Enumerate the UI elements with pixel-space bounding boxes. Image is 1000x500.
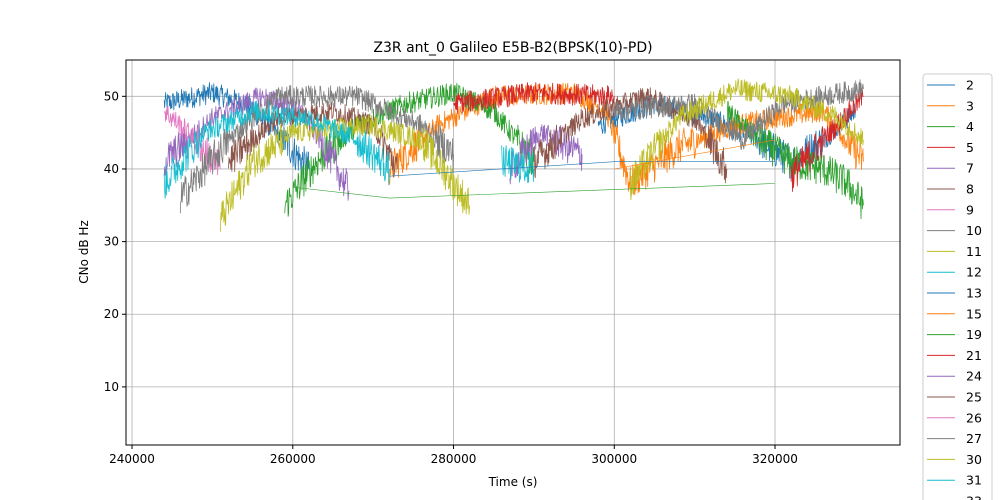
series-line-5 xyxy=(790,87,864,193)
legend-item: 2 xyxy=(927,78,974,93)
y-tick-label: 40 xyxy=(104,162,119,176)
legend-label: 33 xyxy=(966,494,982,500)
series-line-4 xyxy=(726,101,864,220)
legend-item: 3 xyxy=(927,98,974,113)
legend-item: 33 xyxy=(966,494,982,500)
legend-label: 5 xyxy=(966,140,974,155)
series-line-4 xyxy=(284,82,535,217)
legend-label: 24 xyxy=(966,369,982,384)
y-tick-label: 30 xyxy=(104,235,119,249)
legend-item: 21 xyxy=(927,348,982,363)
legend-item: 9 xyxy=(927,202,974,217)
series-line-10 xyxy=(613,79,864,151)
legend-item: 30 xyxy=(927,452,982,467)
legend-item: 7 xyxy=(927,161,974,176)
x-tick-label: 300000 xyxy=(591,452,637,466)
series-line-2 xyxy=(163,82,310,180)
legend-item: 24 xyxy=(927,369,982,384)
x-tick-label: 280000 xyxy=(431,452,477,466)
legend-label: 21 xyxy=(966,348,982,363)
y-tick-label: 20 xyxy=(104,307,119,321)
legend-item: 31 xyxy=(927,473,982,488)
legend-label: 2 xyxy=(966,78,974,93)
y-tick-label: 50 xyxy=(104,89,119,103)
series-line-7 xyxy=(509,124,583,185)
legend-item: 10 xyxy=(927,223,982,238)
legend: 2 3 4 5 7 8 9 10 11 12 13 15 19 21 24 25 26 27 30 31 33 xyxy=(922,73,993,500)
legend-item: 19 xyxy=(927,327,982,342)
series-line-13 xyxy=(389,161,775,177)
legend-label: 19 xyxy=(966,327,982,342)
legend-item: 13 xyxy=(927,286,982,301)
series-5 xyxy=(453,82,864,193)
legend-item: 15 xyxy=(927,306,982,321)
legend-label: 9 xyxy=(966,202,974,217)
axes-frame xyxy=(125,59,901,446)
legend-label: 31 xyxy=(966,473,982,488)
series-4 xyxy=(284,82,864,220)
legend-item: 4 xyxy=(927,119,974,134)
series-connector xyxy=(292,183,776,199)
x-axis-label: Time (s) xyxy=(488,475,538,489)
series-12 xyxy=(163,100,535,199)
series-13 xyxy=(389,161,775,177)
legend-label: 4 xyxy=(966,119,974,134)
legend-label: 15 xyxy=(966,306,982,321)
ticks: 240000 260000 280000 300000 320000 10 20 30 40 50 xyxy=(104,89,798,466)
legend-label: 12 xyxy=(966,265,982,280)
legend-label: 7 xyxy=(966,161,974,176)
series-3 xyxy=(388,82,864,196)
plot-area xyxy=(163,78,864,232)
legend-label: 13 xyxy=(966,286,982,301)
legend-item: 12 xyxy=(927,265,982,280)
legend-item: 27 xyxy=(927,431,982,446)
series-line-5 xyxy=(453,82,615,114)
series-line-8 xyxy=(533,87,728,184)
series-line-3 xyxy=(388,82,864,196)
series-connector xyxy=(614,139,776,170)
legend-label: 3 xyxy=(966,98,974,113)
series-line-12 xyxy=(501,145,535,184)
legend-item: 25 xyxy=(927,390,982,405)
legend-label: 26 xyxy=(966,410,982,425)
legend-label: 10 xyxy=(966,223,982,238)
chart-title: Z3R ant_0 Galileo E5B-B2(BPSK(10)-PD) xyxy=(373,40,652,56)
series-line-12 xyxy=(163,100,390,199)
legend-item: 26 xyxy=(927,410,982,425)
y-axis-label: CNo dB Hz xyxy=(77,220,91,284)
legend-label: 11 xyxy=(966,244,982,259)
legend-label: 8 xyxy=(966,182,974,197)
series-10 xyxy=(179,79,864,214)
x-tick-label: 240000 xyxy=(109,452,155,466)
legend-label: 30 xyxy=(966,452,982,467)
legend-box xyxy=(922,73,993,500)
legend-label: 25 xyxy=(966,390,982,405)
x-tick-label: 260000 xyxy=(270,452,316,466)
legend-item: 5 xyxy=(927,140,974,155)
legend-item: 11 xyxy=(927,244,982,259)
legend-item: 8 xyxy=(927,182,974,197)
series-line-11 xyxy=(629,78,864,201)
x-tick-label: 320000 xyxy=(752,452,798,466)
legend-label: 27 xyxy=(966,431,982,446)
y-tick-label: 10 xyxy=(104,380,119,394)
series-line-10 xyxy=(179,85,454,214)
